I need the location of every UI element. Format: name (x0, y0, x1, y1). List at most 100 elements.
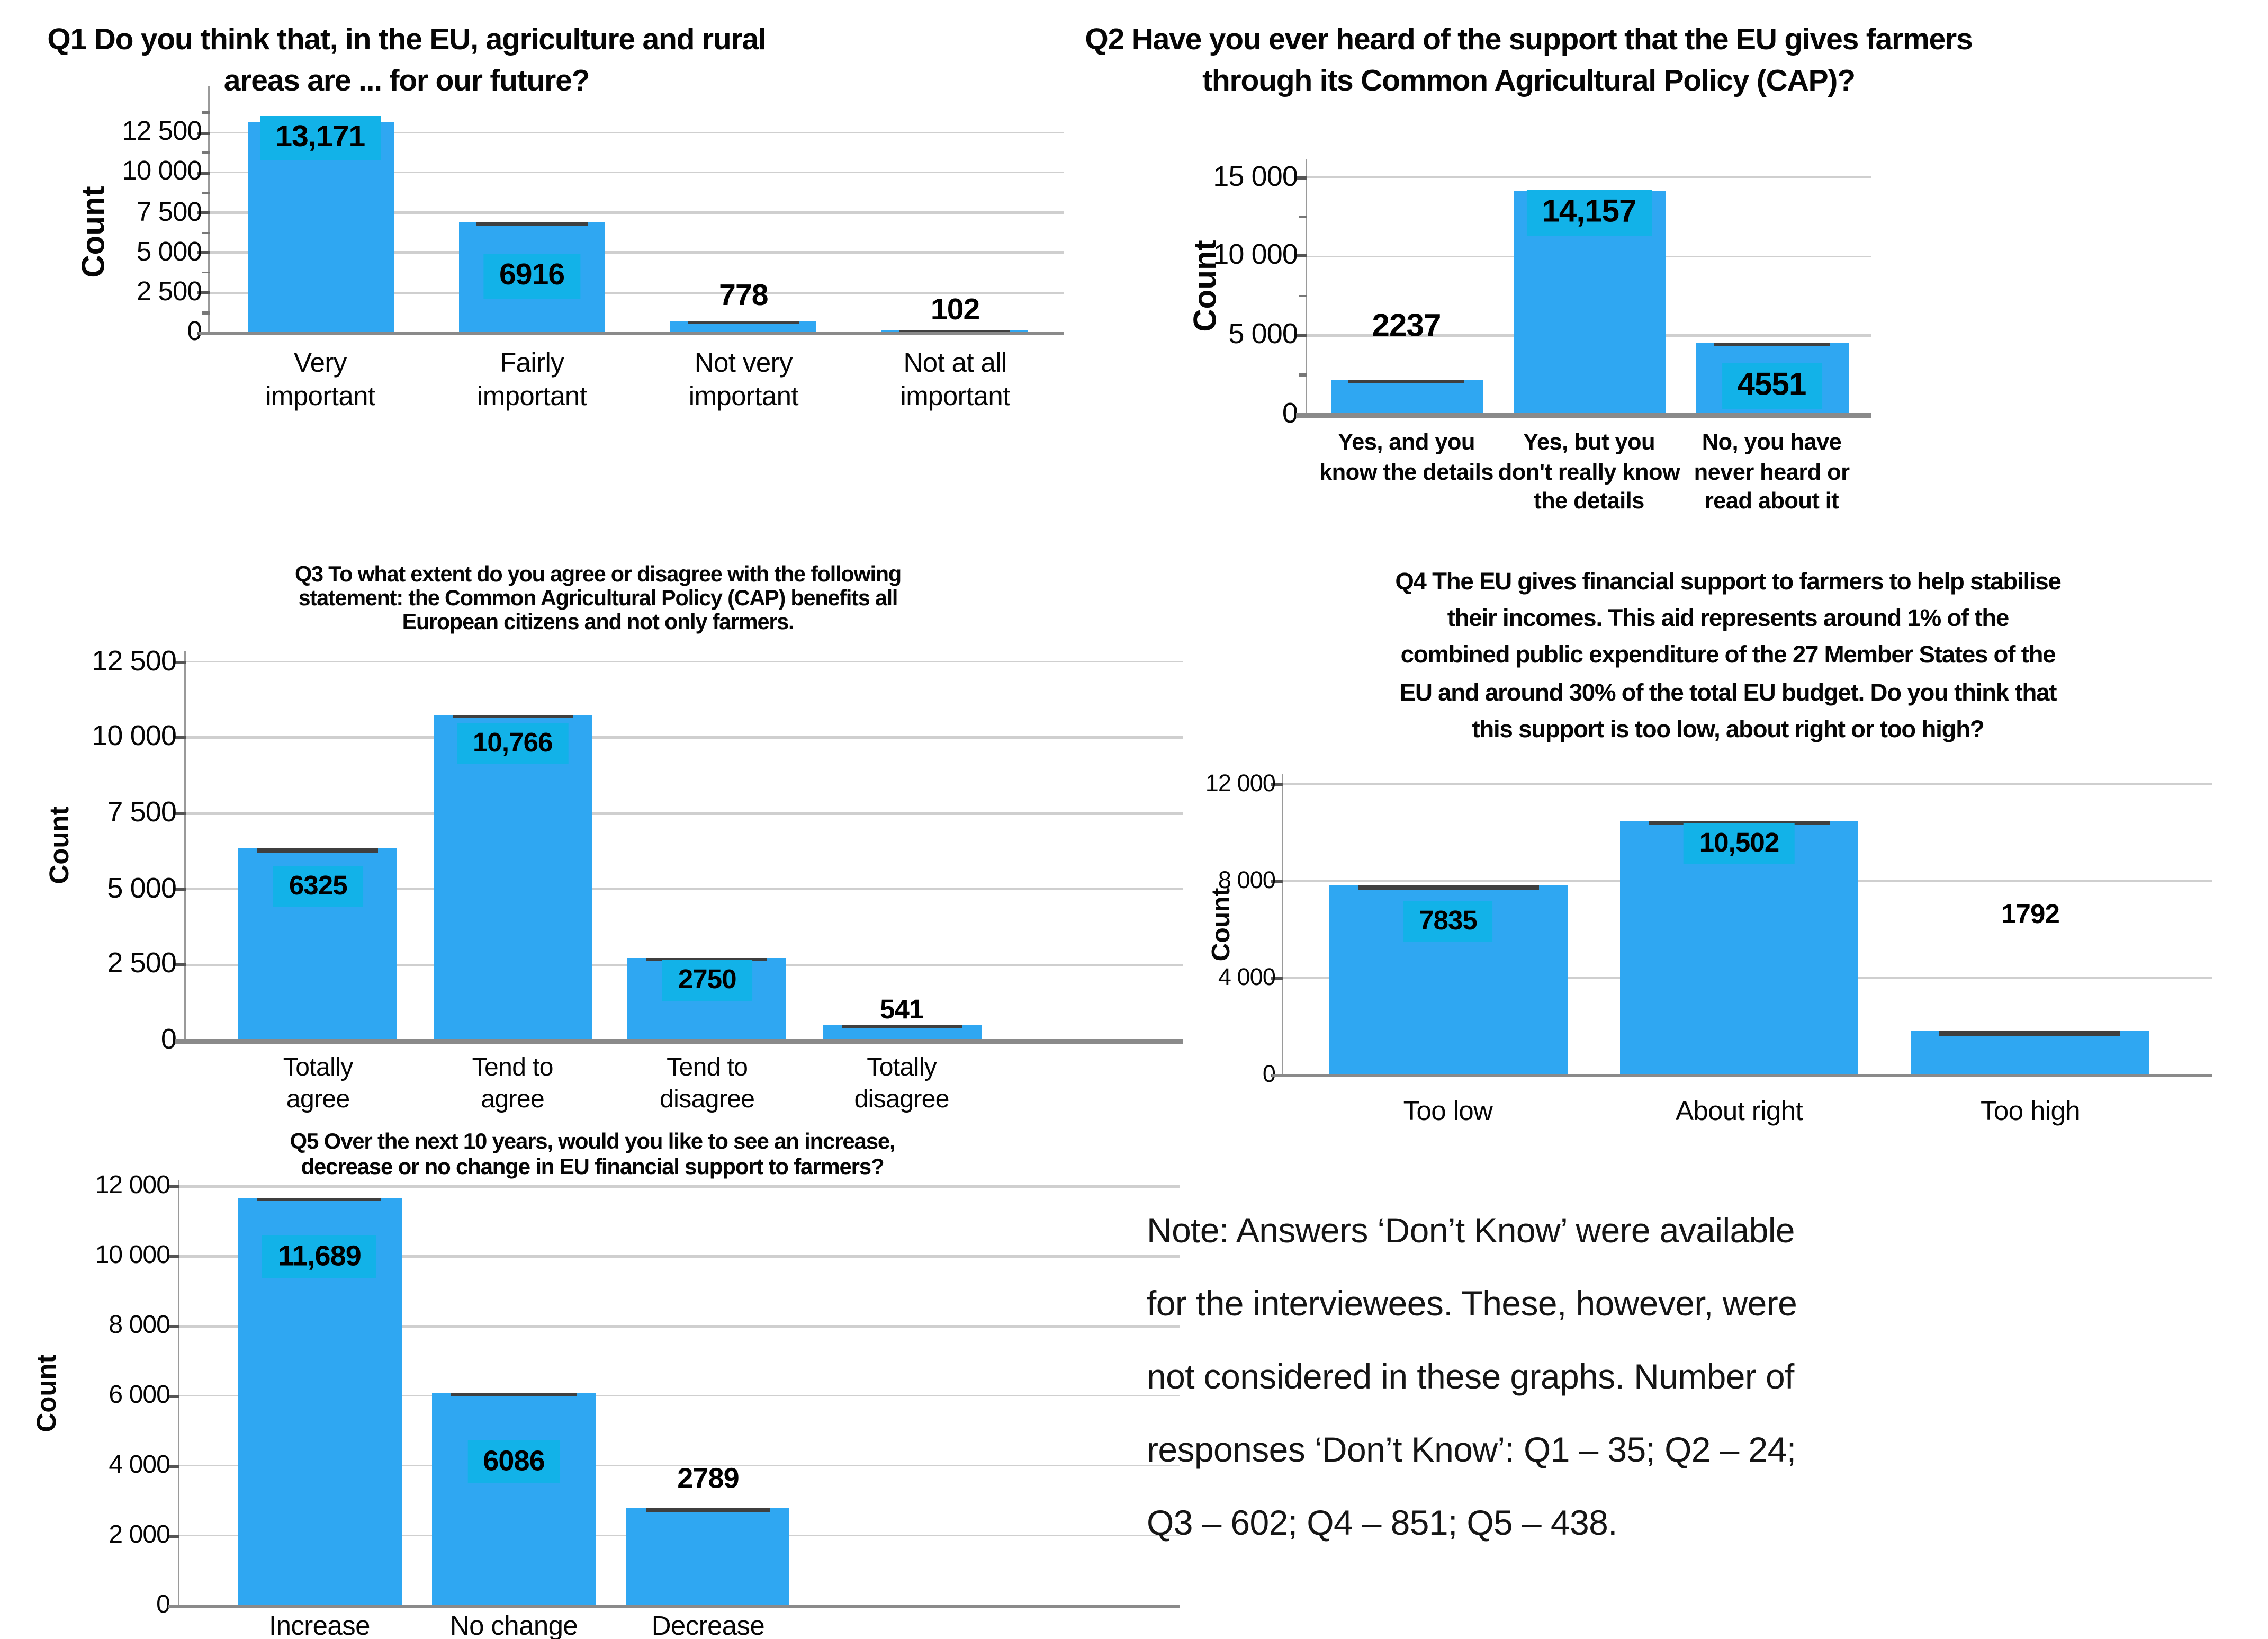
q2-bar-cap-2 (1714, 343, 1830, 347)
q5-gridline-12000 (179, 1185, 1180, 1188)
q5-gridline-6000 (179, 1394, 1180, 1398)
q2-gridline-15000 (1307, 176, 1871, 179)
q3-value-label-3: 541 (880, 995, 924, 1025)
q1-y-axis (207, 86, 210, 333)
q1-value-label-1: 6916 (483, 254, 581, 299)
q4-bar-cap-1 (1649, 820, 1830, 825)
q4-tickmark-12000 (1271, 783, 1283, 786)
q1-gridline-12500 (210, 131, 1064, 134)
q5-tickmark-2000 (167, 1534, 179, 1537)
q4-gridline-12000 (1283, 783, 2212, 786)
q5-ytick-label-4000: 4 000 (109, 1452, 170, 1480)
q3-bar-cap-3 (841, 1024, 962, 1028)
q2-title: Q2 Have you ever heard of the support th… (1085, 24, 1973, 98)
q2-bar-0 (1330, 379, 1483, 415)
q1-ytick-label-5000: 5 000 (136, 236, 202, 267)
q3-tickmark-7500 (173, 811, 186, 815)
q3-category-label-3: Totally disagree (854, 1055, 950, 1114)
q3-tickmark-12500 (173, 660, 186, 664)
q1-gridline-7500 (210, 211, 1064, 214)
note-line: Note: Answers ‘Don’t Know’ were availabl… (1147, 1211, 1795, 1250)
q4-title: Q4 The EU gives financial support to far… (1395, 569, 2062, 744)
q3-gridline-7500 (186, 812, 1183, 814)
q1-tickmark-10000 (197, 171, 210, 175)
q3-ytick-label-7500: 7 500 (107, 795, 177, 828)
q1-ytick-label-12500: 12 500 (122, 116, 202, 147)
q1-gridline-5000 (210, 252, 1064, 254)
q4-ytick-label-12000: 12 000 (1205, 770, 1276, 798)
q4-y-axis (1281, 774, 1283, 1076)
q2-value-label-2: 4551 (1721, 363, 1822, 409)
q3-ytick-label-10000: 10 000 (92, 720, 177, 752)
q1-tickmark-7500 (197, 211, 210, 214)
q4-value-label-1: 10,502 (1683, 823, 1795, 864)
q3-gridline-10000 (186, 736, 1183, 739)
q5-gridline-8000 (179, 1325, 1180, 1328)
q4-category-label-1: About right (1675, 1096, 1803, 1126)
q2-category-label-0: Yes, and you know the details (1319, 431, 1493, 486)
q5-title: Q5 Over the next 10 years, would you lik… (290, 1128, 896, 1178)
q3-x-axis (175, 1039, 1183, 1043)
q2-minor-tick (1299, 294, 1307, 298)
q1-value-label-3: 102 (930, 294, 980, 327)
q5-ytick-label-6000: 6 000 (109, 1382, 170, 1410)
q5-ytick-label-2000: 2 000 (109, 1522, 170, 1550)
q4-x-axis (1272, 1073, 2212, 1078)
q4-ytick-label-8000: 8 000 (1218, 867, 1276, 894)
q3-tickmark-2500 (173, 963, 186, 966)
q2-ytick-label-0: 0 (1282, 397, 1298, 429)
q5-tickmark-4000 (167, 1464, 179, 1467)
q4-bar-cap-0 (1357, 885, 1538, 890)
q3-title: Q3 To what extent do you agree or disagr… (295, 562, 902, 634)
q1-ytick-label-7500: 7 500 (136, 196, 202, 227)
q5-bar-cap-0 (257, 1197, 382, 1202)
q2-minor-tick (1299, 374, 1307, 377)
q1-minor-tick (202, 271, 210, 274)
q2-value-label-1: 14,157 (1526, 190, 1652, 236)
q5-bar-1 (432, 1393, 596, 1606)
q5-ytick-label-0: 0 (156, 1591, 170, 1619)
q4-category-label-0: Too low (1403, 1096, 1493, 1126)
q3-bar-1 (433, 714, 592, 1041)
q5-value-label-2: 2789 (677, 1462, 739, 1494)
q5-bar-cap-1 (452, 1393, 576, 1398)
q5-tickmark-12000 (167, 1185, 179, 1188)
q1-tickmark-12500 (197, 131, 210, 135)
q1-ytick-label-10000: 10 000 (122, 156, 202, 187)
q5-ytick-label-10000: 10 000 (95, 1243, 170, 1270)
q5-ylabel: Count (32, 1354, 62, 1432)
q1-category-label-3: Not at all important (900, 348, 1010, 411)
q2-tickmark-15000 (1294, 175, 1307, 179)
q3-y-axis (183, 651, 186, 1041)
q4-value-label-2: 1792 (2001, 899, 2060, 929)
q1-minor-tick (202, 311, 210, 314)
q1-bar-2 (670, 320, 817, 333)
note-line: not considered in these graphs. Number o… (1147, 1357, 1794, 1396)
q1-category-label-2: Not very important (688, 348, 799, 411)
q1-gridline-2500 (210, 291, 1064, 294)
q4-ytick-label-4000: 4 000 (1218, 964, 1276, 991)
q2-bar-cap-0 (1348, 379, 1464, 383)
q2-ytick-label-5000: 5 000 (1228, 318, 1298, 350)
note: Note: Answers ‘Don’t Know’ were availabl… (1147, 1195, 1966, 1560)
q1-bar-cap-1 (476, 222, 588, 226)
q4-tickmark-8000 (1271, 880, 1283, 883)
q2-tickmark-10000 (1294, 255, 1307, 258)
q3-bar-cap-0 (257, 848, 379, 853)
q1-category-label-0: Very important (265, 348, 375, 411)
q5-tickmark-10000 (167, 1255, 179, 1258)
q3-gridline-5000 (186, 888, 1183, 891)
q5-x-axis (168, 1604, 1180, 1608)
q2-value-label-0: 2237 (1372, 309, 1442, 344)
q1-bar-cap-2 (688, 320, 799, 325)
q5-category-label-2: Decrease (651, 1611, 765, 1639)
q1-x-axis (199, 331, 1064, 335)
q3-ytick-label-12500: 12 500 (92, 644, 177, 676)
q1-minor-tick (202, 231, 210, 234)
q1-value-label-0: 13,171 (259, 115, 381, 160)
q3-category-label-2: Tend to disagree (660, 1055, 755, 1114)
q1-tickmark-2500 (197, 291, 210, 294)
